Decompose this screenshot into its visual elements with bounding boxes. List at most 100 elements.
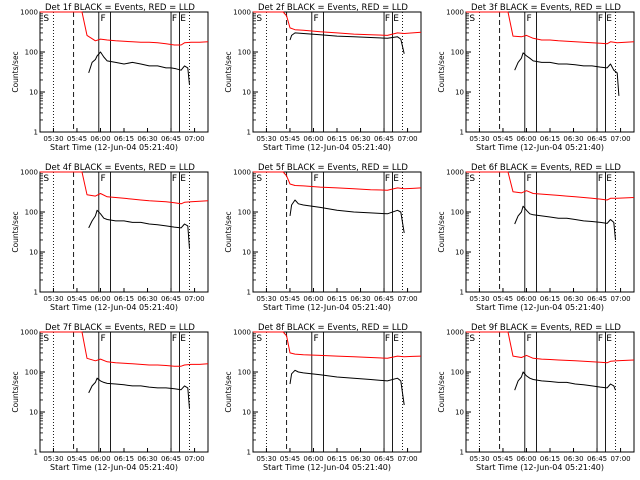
detector-panel-9: Det 9f BLACK = Events, RED = LLD 1 10 100 10… bbox=[437, 323, 635, 472]
detector-panel-8: Det 8f BLACK = Events, RED = LLD 1 10 100 10… bbox=[224, 323, 422, 472]
time-marker-label: S bbox=[256, 14, 262, 24]
y-tick-label: 1 bbox=[34, 289, 38, 297]
time-marker-label: S bbox=[469, 14, 475, 24]
x-tick-label: 05:30 bbox=[469, 135, 489, 143]
x-tick-label: 07:00 bbox=[184, 295, 204, 303]
x-tick-label: 06:45 bbox=[161, 455, 181, 463]
time-marker-label: E bbox=[393, 334, 399, 344]
y-tick-label: 1000 bbox=[20, 9, 38, 17]
x-tick-label: 05:30 bbox=[43, 295, 63, 303]
x-tick-label: 06:00 bbox=[516, 295, 536, 303]
x-tick-label: 06:00 bbox=[90, 135, 110, 143]
y-tick-label: 100 bbox=[25, 209, 38, 217]
x-tick-label: 07:00 bbox=[610, 455, 630, 463]
y-tick-label: 10 bbox=[455, 89, 464, 97]
y-tick-label: 1 bbox=[247, 129, 251, 137]
y-axis-label: Counts/sec bbox=[224, 371, 233, 412]
x-axis-label: Start Time (12-Jun-04 05:21:40) bbox=[263, 463, 391, 472]
time-marker-label: F bbox=[385, 334, 390, 344]
x-tick-label: 06:00 bbox=[516, 135, 536, 143]
plot-frame bbox=[252, 11, 422, 133]
lld-rate-line bbox=[466, 331, 635, 364]
time-marker-label: S bbox=[256, 174, 262, 184]
x-tick-label: 05:45 bbox=[67, 455, 87, 463]
y-tick-label: 1000 bbox=[446, 329, 464, 337]
x-axis-label: Start Time (12-Jun-04 05:21:40) bbox=[50, 303, 178, 312]
x-tick-label: 06:45 bbox=[374, 295, 394, 303]
y-tick-label: 10 bbox=[455, 409, 464, 417]
x-tick-label: 06:30 bbox=[350, 295, 370, 303]
time-marker-label: F bbox=[172, 14, 177, 24]
x-tick-label: 06:30 bbox=[137, 455, 157, 463]
plot-frame bbox=[39, 171, 209, 293]
y-tick-label: 1 bbox=[247, 449, 251, 457]
x-axis-label: Start Time (12-Jun-04 05:21:40) bbox=[263, 303, 391, 312]
x-axis-label: Start Time (12-Jun-04 05:21:40) bbox=[476, 463, 604, 472]
time-marker-label: F bbox=[172, 334, 177, 344]
time-marker-label: F bbox=[100, 14, 105, 24]
y-tick-label: 10 bbox=[29, 249, 38, 257]
y-tick-label: 1000 bbox=[233, 169, 251, 177]
x-tick-label: 06:00 bbox=[90, 295, 110, 303]
x-tick-label: 05:30 bbox=[469, 295, 489, 303]
x-tick-label: 06:15 bbox=[114, 295, 134, 303]
y-tick-label: 10 bbox=[29, 409, 38, 417]
x-tick-label: 06:45 bbox=[374, 455, 394, 463]
y-tick-label: 100 bbox=[238, 49, 251, 57]
time-marker-label: E bbox=[393, 14, 399, 24]
x-tick-label: 06:45 bbox=[374, 135, 394, 143]
y-tick-label: 100 bbox=[25, 369, 38, 377]
x-tick-label: 06:30 bbox=[563, 135, 583, 143]
panel-title: Det 9f BLACK = Events, RED = LLD bbox=[471, 323, 621, 333]
plot-frame bbox=[252, 331, 422, 453]
time-marker-label: E bbox=[393, 174, 399, 184]
x-tick-label: 06:30 bbox=[563, 295, 583, 303]
x-tick-label: 06:30 bbox=[350, 455, 370, 463]
time-marker-label: E bbox=[180, 334, 186, 344]
x-tick-label: 06:45 bbox=[587, 135, 607, 143]
time-marker-label: F bbox=[385, 14, 390, 24]
time-marker-label: S bbox=[256, 334, 262, 344]
detector-panel-4: Det 4f BLACK = Events, RED = LLD 1 10 100 10… bbox=[11, 163, 209, 312]
events-rate-line bbox=[514, 52, 620, 96]
time-marker-label: F bbox=[598, 174, 603, 184]
y-tick-label: 100 bbox=[451, 369, 464, 377]
x-tick-label: 06:45 bbox=[161, 295, 181, 303]
time-marker-label: S bbox=[469, 334, 475, 344]
y-axis-label: Counts/sec bbox=[224, 211, 233, 252]
lld-rate-line bbox=[40, 11, 209, 46]
time-marker-label: E bbox=[606, 174, 612, 184]
x-axis-label: Start Time (12-Jun-04 05:21:40) bbox=[476, 303, 604, 312]
x-tick-label: 05:30 bbox=[43, 135, 63, 143]
x-tick-label: 06:00 bbox=[303, 135, 323, 143]
x-tick-label: 06:45 bbox=[161, 135, 181, 143]
x-tick-label: 05:45 bbox=[67, 135, 87, 143]
time-marker-label: F bbox=[526, 174, 531, 184]
events-rate-line bbox=[88, 377, 190, 409]
x-axis-label: Start Time (12-Jun-04 05:21:40) bbox=[263, 143, 391, 152]
y-tick-label: 100 bbox=[25, 49, 38, 57]
events-rate-line bbox=[289, 32, 405, 54]
y-tick-label: 1000 bbox=[446, 169, 464, 177]
lld-rate-line bbox=[40, 171, 209, 205]
time-marker-label: E bbox=[606, 14, 612, 24]
x-tick-label: 06:15 bbox=[327, 455, 347, 463]
time-marker-label: F bbox=[100, 334, 105, 344]
y-tick-label: 1 bbox=[34, 449, 38, 457]
x-tick-label: 05:30 bbox=[256, 135, 276, 143]
y-tick-label: 1000 bbox=[20, 169, 38, 177]
y-axis-label: Counts/sec bbox=[224, 51, 233, 92]
y-tick-label: 10 bbox=[242, 249, 251, 257]
x-tick-label: 05:30 bbox=[256, 455, 276, 463]
x-tick-label: 06:15 bbox=[540, 455, 560, 463]
x-tick-label: 07:00 bbox=[184, 455, 204, 463]
y-tick-label: 100 bbox=[451, 209, 464, 217]
x-tick-label: 06:45 bbox=[587, 455, 607, 463]
y-axis-label: Counts/sec bbox=[11, 211, 20, 252]
x-tick-label: 06:00 bbox=[303, 295, 323, 303]
time-marker-label: F bbox=[172, 174, 177, 184]
lld-rate-line bbox=[253, 11, 422, 36]
x-tick-label: 07:00 bbox=[610, 135, 630, 143]
detector-panel-1: Det 1f BLACK = Events, RED = LLD 1 10 100 10… bbox=[11, 3, 209, 152]
